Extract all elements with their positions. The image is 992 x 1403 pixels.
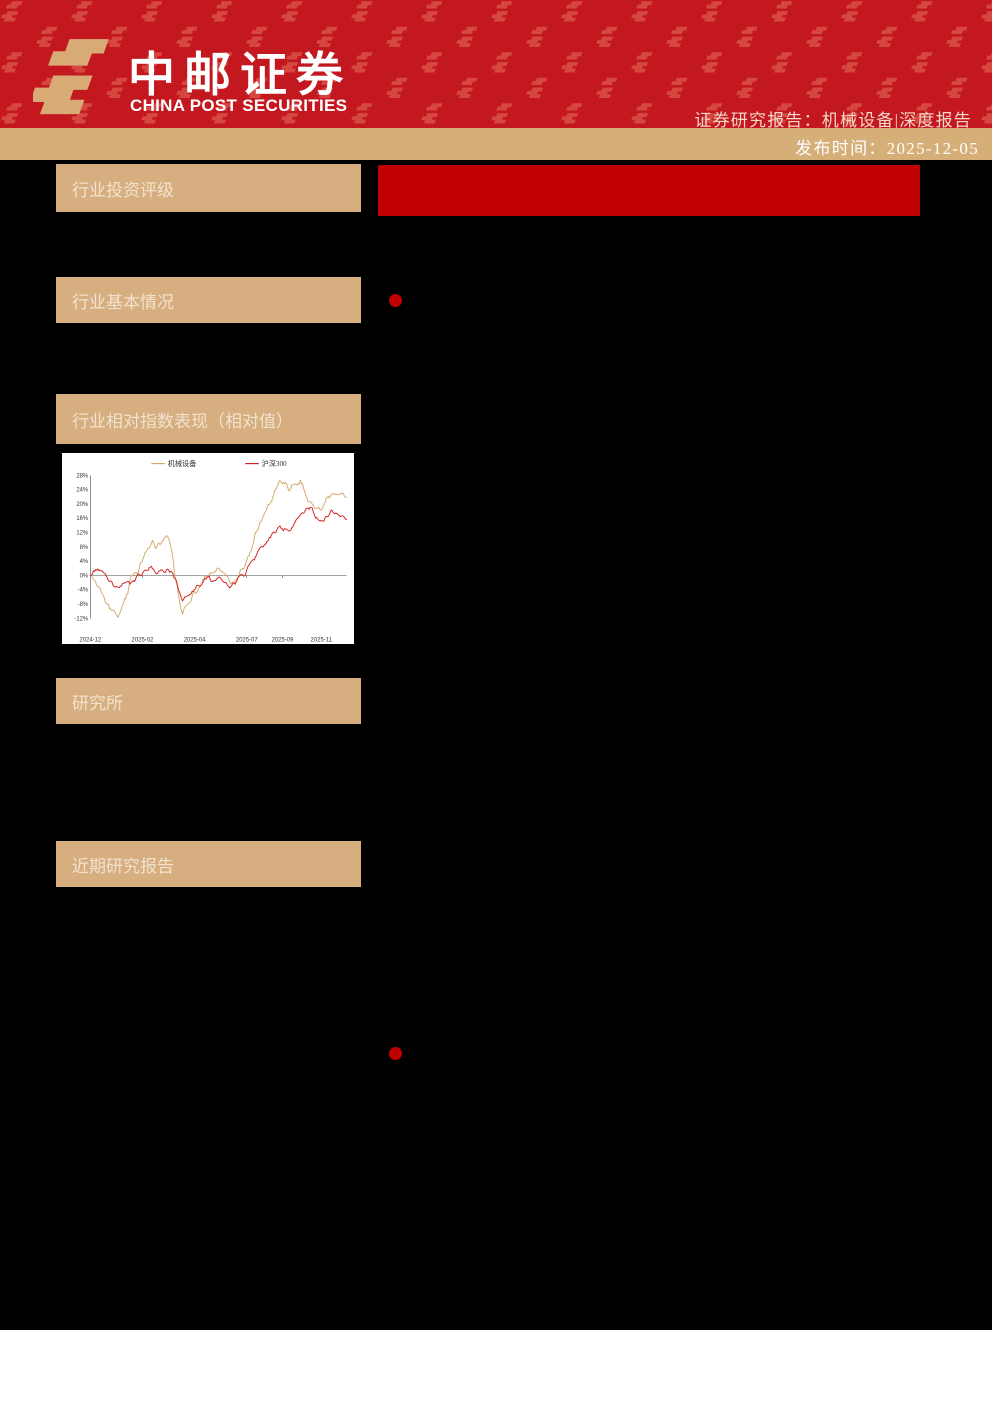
svg-text:12%: 12% — [76, 530, 89, 536]
svg-text:2024-12: 2024-12 — [79, 637, 101, 643]
svg-text:4%: 4% — [80, 559, 89, 565]
svg-text:沪深300: 沪深300 — [262, 459, 287, 468]
svg-text:2025-04: 2025-04 — [184, 637, 206, 643]
svg-text:-8%: -8% — [78, 602, 89, 608]
svg-text:24%: 24% — [76, 488, 89, 494]
svg-text:2025-02: 2025-02 — [132, 637, 154, 643]
svg-text:0%: 0% — [80, 573, 89, 579]
svg-text:20%: 20% — [76, 502, 89, 508]
svg-text:8%: 8% — [80, 545, 89, 551]
svg-text:-4%: -4% — [78, 588, 89, 594]
svg-text:机械设备: 机械设备 — [168, 459, 197, 468]
svg-text:2025-11: 2025-11 — [311, 637, 333, 643]
svg-text:-12%: -12% — [74, 616, 89, 622]
svg-text:16%: 16% — [76, 516, 89, 522]
svg-text:2025-09: 2025-09 — [272, 637, 294, 643]
svg-text:2025-07: 2025-07 — [236, 637, 258, 643]
svg-text:28%: 28% — [76, 473, 89, 479]
